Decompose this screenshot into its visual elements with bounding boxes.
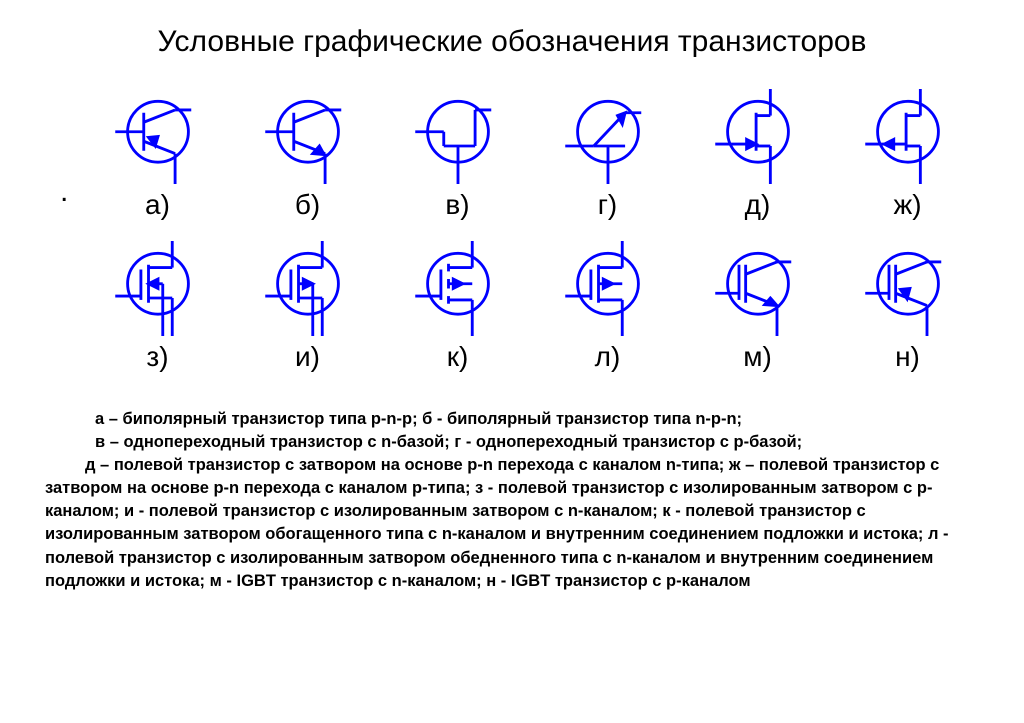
symbol-cell: к)	[405, 241, 510, 373]
symbol-label: ж)	[893, 189, 921, 221]
transistor-jfet-p-icon	[858, 89, 958, 184]
symbols-grid: а) б)	[45, 89, 979, 373]
symbol-cell: л)	[555, 241, 660, 373]
symbol-cell: б)	[255, 89, 360, 221]
symbol-cell: д)	[705, 89, 810, 221]
symbol-label: м)	[743, 341, 772, 373]
symbol-cell: ж)	[855, 89, 960, 221]
transistor-ujt-n-icon	[408, 89, 508, 184]
symbol-cell: в)	[405, 89, 510, 221]
transistor-jfet-n-icon	[708, 89, 808, 184]
symbol-cell: г)	[555, 89, 660, 221]
symbol-label: к)	[447, 341, 469, 373]
symbol-label: а)	[145, 189, 170, 221]
transistor-ujt-p-icon	[558, 89, 658, 184]
symbol-cell: н)	[855, 241, 960, 373]
symbols-row-2: з) и)	[105, 241, 979, 373]
symbol-cell: з)	[105, 241, 210, 373]
symbol-cell: а)	[105, 89, 210, 221]
symbol-label: г)	[598, 189, 618, 221]
symbol-cell: и)	[255, 241, 360, 373]
transistor-igbt-p-icon	[858, 241, 958, 336]
legend-line: д – полевой транзистор с затвором на осн…	[45, 454, 979, 593]
decorative-dot: .	[60, 175, 68, 209]
legend-line: а – биполярный транзистор типа p-n-p; б …	[45, 408, 979, 431]
legend: а – биполярный транзистор типа p-n-p; б …	[45, 408, 979, 593]
transistor-bjt-npn-icon	[258, 89, 358, 184]
transistor-mosfet-iso-p-icon	[108, 241, 208, 336]
transistor-igbt-n-icon	[708, 241, 808, 336]
transistor-bjt-pnp-icon	[108, 89, 208, 184]
symbols-row-1: а) б)	[105, 89, 979, 221]
page-title: Условные графические обозначения транзис…	[45, 25, 979, 59]
transistor-mosfet-enh-n-icon	[408, 241, 508, 336]
symbol-label: б)	[295, 189, 320, 221]
symbol-label: д)	[745, 189, 771, 221]
symbol-label: з)	[146, 341, 168, 373]
symbol-label: л)	[595, 341, 621, 373]
symbol-label: и)	[295, 341, 320, 373]
symbol-label: в)	[445, 189, 469, 221]
legend-line: в – однопереходный транзистор с n-базой;…	[45, 431, 979, 454]
transistor-mosfet-dep-n-icon	[558, 241, 658, 336]
symbol-cell: м)	[705, 241, 810, 373]
symbol-label: н)	[895, 341, 920, 373]
transistor-mosfet-iso-n-icon	[258, 241, 358, 336]
